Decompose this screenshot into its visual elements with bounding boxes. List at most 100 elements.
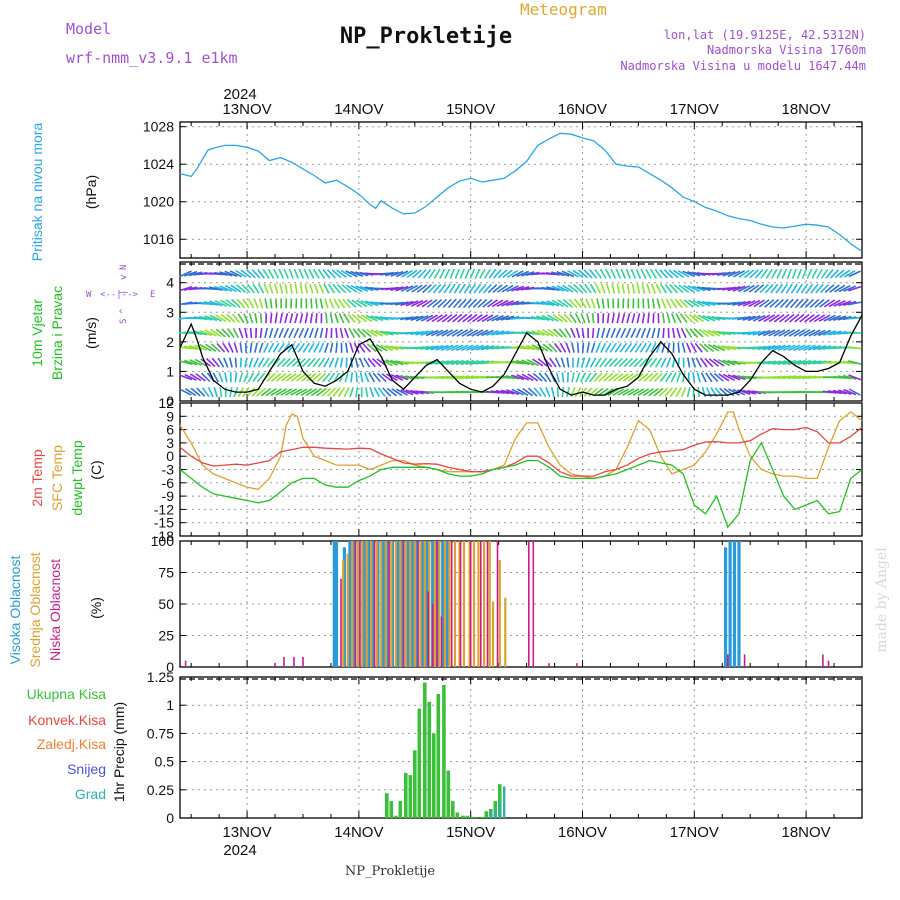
wind-barb <box>837 375 852 380</box>
wind-barb <box>527 373 539 382</box>
wind-barb <box>748 284 760 293</box>
wind-barb <box>819 283 830 294</box>
wind-barb <box>780 283 788 294</box>
wind-barb <box>304 313 309 324</box>
wind-barb <box>692 299 705 308</box>
wind-barb <box>827 330 842 336</box>
wind-barb <box>727 286 741 292</box>
wind-barb <box>589 283 597 294</box>
wind-barb <box>314 327 319 339</box>
wind-barb <box>481 314 494 323</box>
wind-barb <box>742 389 756 395</box>
wind-barb <box>410 315 424 322</box>
date-label-top: 18NOV <box>781 101 830 118</box>
wind-barb <box>782 344 796 352</box>
footer-station: NP_Prokletije <box>345 864 436 879</box>
wind-barb <box>675 387 682 398</box>
precip-bar-total <box>474 816 479 818</box>
wind-barb <box>589 357 597 368</box>
wind-barb <box>306 372 317 382</box>
wind-barb <box>613 373 624 382</box>
wind-barb <box>293 327 300 339</box>
wind-barb <box>767 344 781 351</box>
wind-barb <box>571 372 575 383</box>
precip-bar-total <box>436 693 441 818</box>
wind-barb <box>551 299 564 308</box>
cloud-bar-low <box>436 541 438 667</box>
wind-barb <box>773 313 785 323</box>
wind-barb <box>732 300 746 306</box>
wind-barb <box>551 271 565 277</box>
wind-barb <box>649 357 658 368</box>
wind-barb <box>309 283 314 294</box>
wind-barb <box>760 268 769 279</box>
wind-barb <box>308 268 315 279</box>
wind-barb <box>381 373 393 382</box>
wind-barb <box>629 342 638 353</box>
wind-barb <box>506 300 520 307</box>
wind-barb <box>642 388 655 397</box>
wind-barb <box>537 358 548 368</box>
wind-barb <box>557 313 568 323</box>
wind-barb <box>184 270 198 277</box>
wind-barb <box>360 314 373 323</box>
wind-barb <box>677 270 690 278</box>
wind-barb <box>497 269 508 279</box>
wind-barb <box>313 268 320 279</box>
wind-barb <box>310 388 322 397</box>
wind-barb <box>316 372 326 383</box>
wind-barb <box>253 357 259 368</box>
wind-barb <box>779 298 789 309</box>
wind-barb <box>830 269 840 279</box>
wind-barb <box>561 270 575 278</box>
wind-barb <box>668 269 679 279</box>
wind-barb <box>638 372 649 382</box>
wind-barb <box>774 298 784 308</box>
wind-barb <box>784 298 794 309</box>
wind-barb <box>204 329 217 337</box>
wind-barb <box>792 359 807 366</box>
wind-barb <box>748 299 761 308</box>
wind-barb <box>600 342 607 353</box>
wind-barb <box>566 372 569 383</box>
wind-key-w: W <box>86 290 92 300</box>
wind-barb <box>606 283 611 294</box>
wind-barb <box>848 285 862 292</box>
wind-barb <box>295 388 308 396</box>
model-elevation: Nadmorska Visina u modelu 1647.44m <box>620 59 866 73</box>
wind-barb <box>308 327 314 339</box>
wind-barb <box>691 357 697 368</box>
wind-barb <box>695 357 702 368</box>
wind-barb <box>539 387 547 398</box>
cloud-bar-mid <box>491 601 495 667</box>
cloud-panel: 0 25 50 75 100 <box>151 533 863 675</box>
wind-barb <box>254 342 258 353</box>
wind-barb <box>622 388 635 396</box>
wind-barb <box>275 373 287 382</box>
wind-barb <box>359 372 364 383</box>
wind-barb <box>246 269 256 279</box>
wind-barb <box>561 372 565 383</box>
wind-barb <box>536 329 550 337</box>
cloud-bar-low <box>402 541 405 667</box>
wind-barb <box>640 327 647 339</box>
wind-barb <box>697 300 711 307</box>
wind-barb <box>496 299 509 308</box>
cloud-bar-mid <box>413 541 416 667</box>
wind-barb <box>437 298 447 308</box>
wind-barb <box>838 389 852 395</box>
cloud-ytick-label: 75 <box>158 565 174 581</box>
wind-barb <box>465 360 480 366</box>
wind-barb <box>307 357 316 368</box>
wind-barb <box>454 268 460 279</box>
wind-barb <box>203 301 218 306</box>
wind-barb <box>676 327 681 339</box>
wind-barb <box>722 271 736 277</box>
wind-barb <box>801 268 808 279</box>
temperature-ytick-label: -9 <box>162 488 175 504</box>
cloud-ytick-label: 100 <box>151 533 175 549</box>
wind-barb <box>257 357 265 368</box>
wind-barb <box>749 269 759 279</box>
wind-barb <box>502 269 513 279</box>
wind-barb <box>572 269 584 278</box>
